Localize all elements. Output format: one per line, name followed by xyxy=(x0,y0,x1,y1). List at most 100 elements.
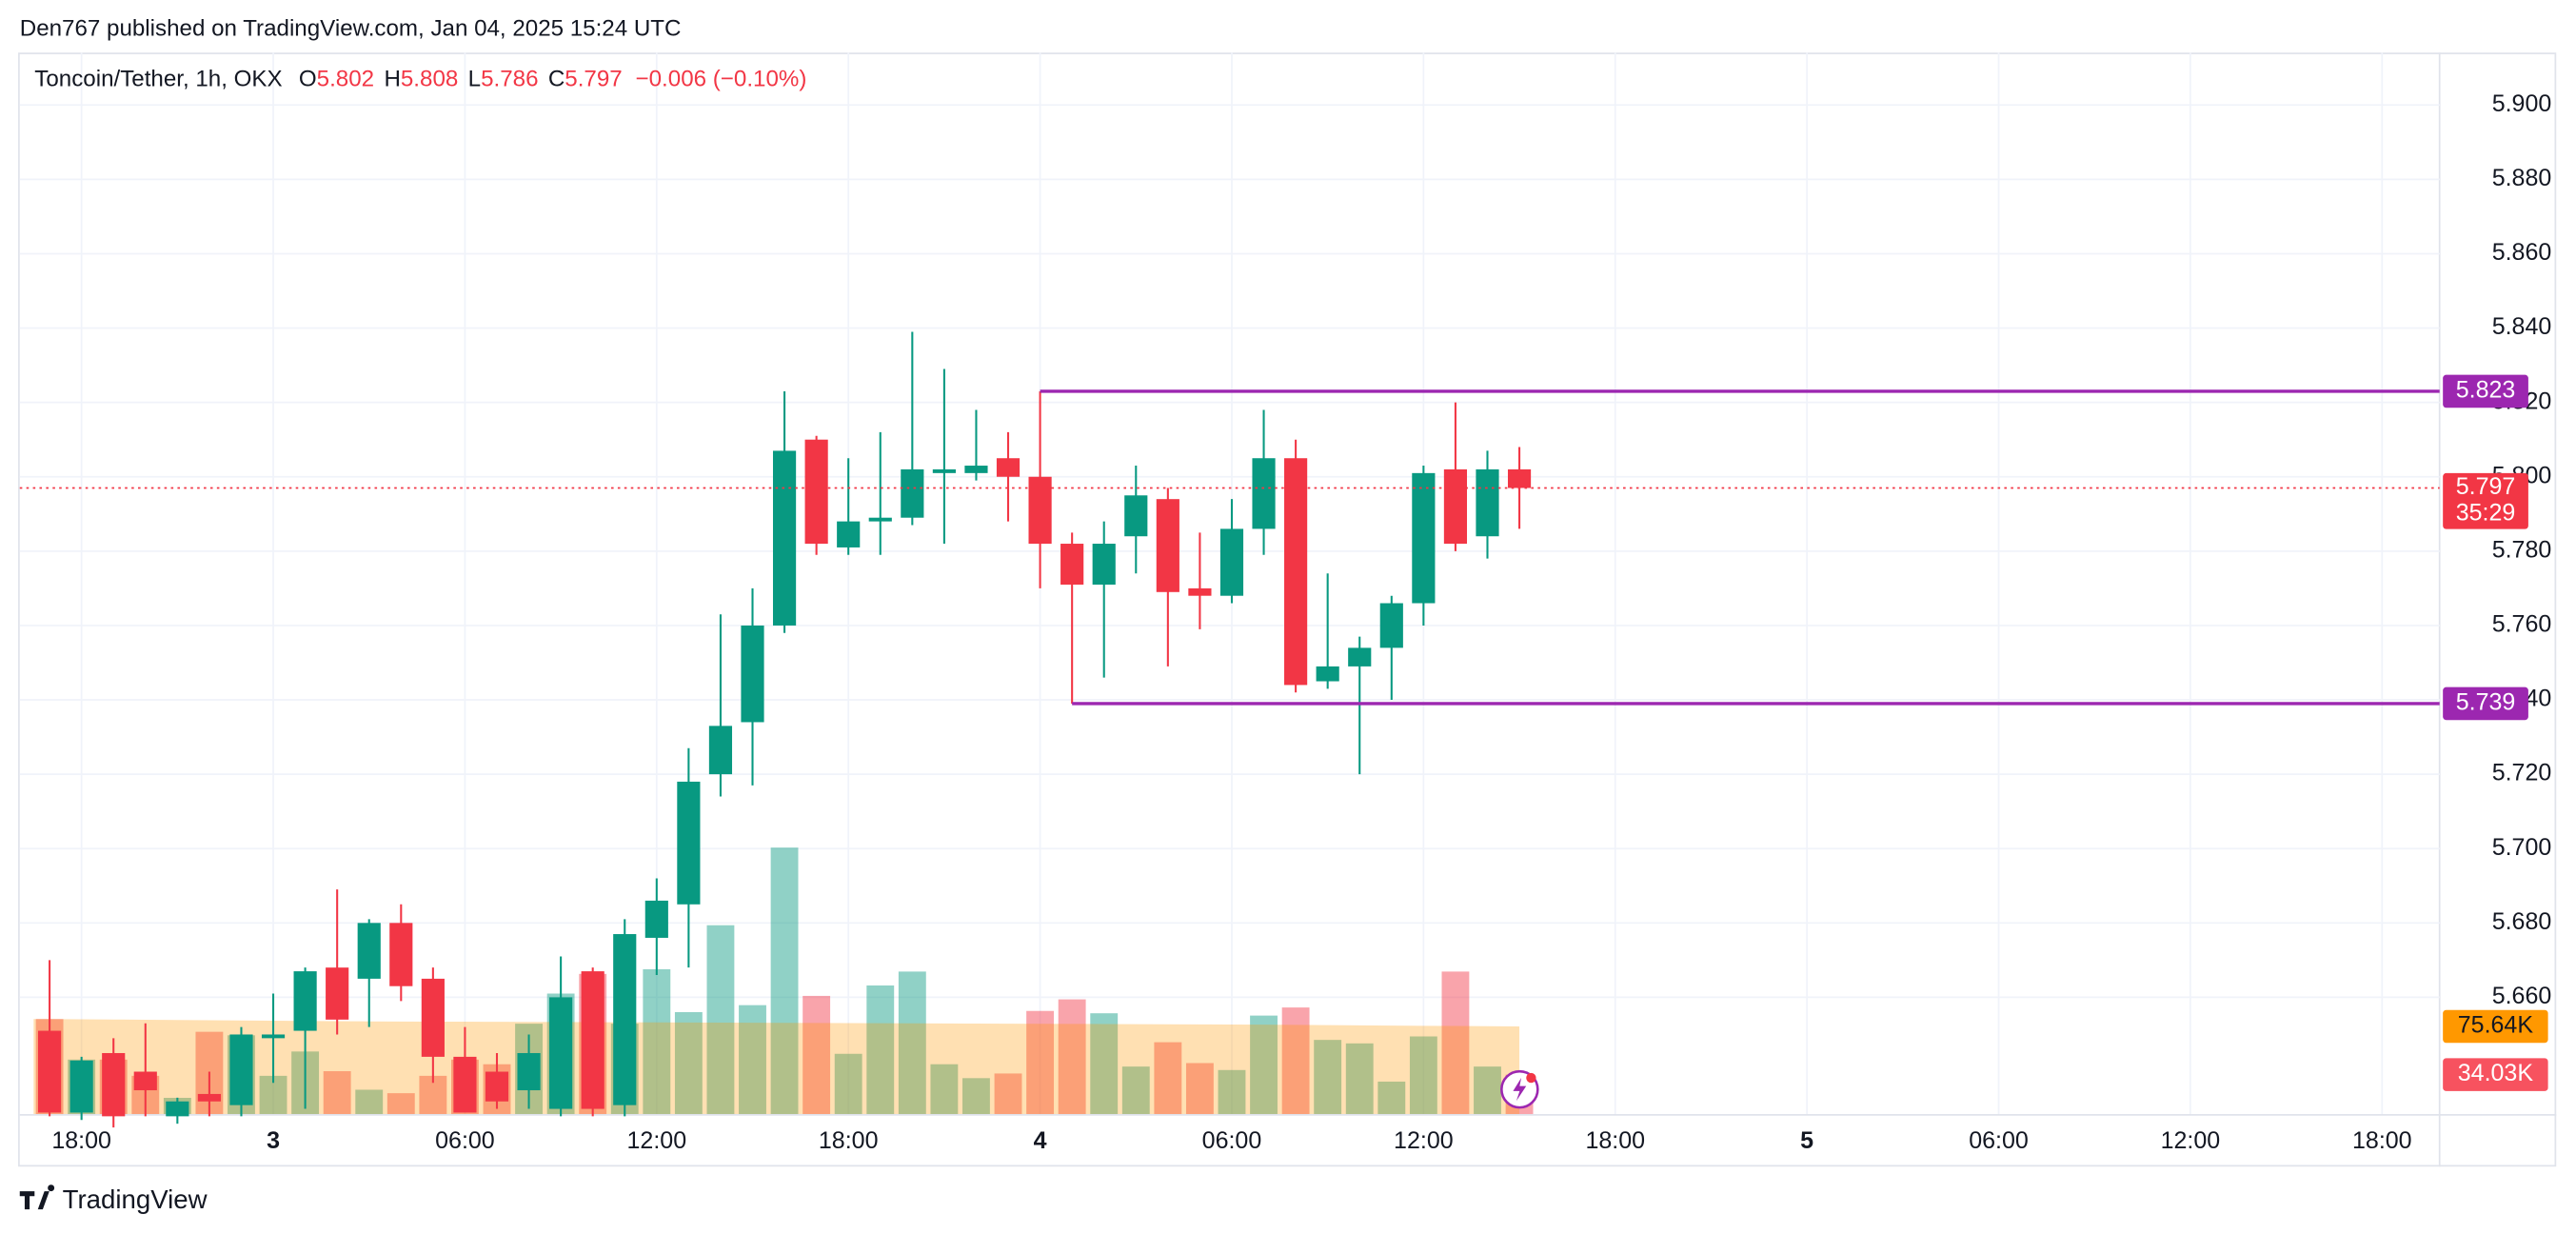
volume-bar xyxy=(323,1071,351,1115)
volume-bar xyxy=(1090,1013,1119,1115)
x-tick-label: 18:00 xyxy=(51,1127,111,1154)
volume-label-box xyxy=(2443,1058,2548,1091)
candle-body xyxy=(326,967,349,1020)
volume-bar xyxy=(1058,999,1086,1115)
volume-bar xyxy=(1314,1040,1342,1115)
volume-bar xyxy=(803,995,831,1115)
labels: 5.6605.6805.7005.7205.7405.7605.7805.800… xyxy=(51,90,2551,1154)
volume-bar xyxy=(1345,1043,1374,1115)
candle-body xyxy=(1188,587,1212,596)
volume-bar xyxy=(1218,1069,1246,1115)
logo-icon xyxy=(19,1184,55,1210)
candle-body xyxy=(613,934,637,1105)
candle-body xyxy=(1060,544,1084,585)
candle-body xyxy=(1219,528,1244,596)
candle-body xyxy=(1092,544,1116,585)
line-price-label: 5.823 xyxy=(2456,377,2516,404)
volume-bar xyxy=(1441,971,1470,1115)
volume-ma-label: 75.64K xyxy=(2458,1012,2534,1039)
x-tick-label: 06:00 xyxy=(435,1127,495,1154)
volume-ma-area xyxy=(33,1019,1520,1115)
candle-body xyxy=(389,923,413,986)
candle-body xyxy=(964,466,988,473)
volume-bar xyxy=(674,1011,703,1115)
y-tick-label: 5.880 xyxy=(2492,165,2552,191)
y-tick-label: 5.680 xyxy=(2492,908,2552,935)
x-tick-label: 12:00 xyxy=(2161,1127,2221,1154)
candle-body xyxy=(261,1034,286,1039)
candle-body xyxy=(166,1101,189,1117)
candle-body xyxy=(868,517,892,522)
plot xyxy=(19,331,2440,1128)
candle-body xyxy=(1476,468,1499,537)
y-tick-label: 5.900 xyxy=(2492,90,2552,117)
candle-body xyxy=(1379,603,1403,648)
x-tick-label: 18:00 xyxy=(819,1127,879,1154)
volume-bar xyxy=(1281,1007,1310,1115)
y-tick-label: 5.780 xyxy=(2492,536,2552,563)
volume-bar xyxy=(1409,1036,1437,1115)
candle-body xyxy=(549,997,573,1109)
candle-body xyxy=(197,1093,221,1102)
candle-body xyxy=(133,1071,157,1091)
legend-item: 5.802 xyxy=(317,67,374,92)
candle-body xyxy=(1252,458,1276,529)
x-tick-label: 5 xyxy=(1800,1127,1813,1154)
candle-body xyxy=(804,439,828,545)
candle-body xyxy=(1316,666,1339,682)
legend-item: 5.797 xyxy=(565,67,622,92)
candle-body xyxy=(581,971,604,1109)
volume-bar xyxy=(1185,1063,1214,1115)
header: Den767 published on TradingView.com, Jan… xyxy=(20,15,682,41)
candle-body xyxy=(772,450,797,626)
volume-bar xyxy=(1250,1015,1278,1115)
legend-item: O xyxy=(299,67,317,92)
y-tick-label: 5.860 xyxy=(2492,239,2552,266)
candle-body xyxy=(102,1052,126,1117)
badge xyxy=(1500,1069,1539,1109)
candle-body xyxy=(421,978,445,1057)
volume-bar xyxy=(1154,1042,1182,1115)
x-tick-label: 4 xyxy=(1034,1127,1047,1154)
last-price-box xyxy=(2443,472,2528,529)
badge-bolt xyxy=(1513,1078,1527,1102)
volume-bar xyxy=(739,1005,766,1115)
y-tick-label: 5.660 xyxy=(2492,983,2552,1009)
x-tick-label: 06:00 xyxy=(1969,1127,2029,1154)
line-price-label-box xyxy=(2443,374,2528,408)
volume-bar xyxy=(643,968,671,1115)
volume-ma-label-box xyxy=(2443,1009,2548,1044)
x-tick-label: 12:00 xyxy=(1394,1127,1454,1154)
legend-item: −0.006 (−0.10%) xyxy=(636,67,807,92)
volume-bar xyxy=(355,1089,384,1115)
volume-bar xyxy=(898,971,926,1115)
legend-item: C xyxy=(548,67,565,92)
line-price-label-box xyxy=(2443,687,2528,721)
candle-body xyxy=(1443,468,1468,545)
candle-body xyxy=(901,468,924,518)
volume-bar xyxy=(706,925,735,1115)
volume-bar xyxy=(930,1064,959,1115)
candle-body xyxy=(1348,647,1372,667)
volume-bar xyxy=(1026,1010,1055,1115)
candle-body xyxy=(38,1030,62,1113)
frame xyxy=(18,52,2557,1167)
last-price-label: 5.797 xyxy=(2456,473,2516,500)
candle-body xyxy=(1412,472,1436,604)
candle-body xyxy=(69,1060,93,1113)
y-tick-label: 5.700 xyxy=(2492,834,2552,861)
candle-body xyxy=(1507,468,1532,488)
x-tick-label: 12:00 xyxy=(627,1127,687,1154)
legend-item: 5.786 xyxy=(481,67,538,92)
legend-item: H xyxy=(384,67,400,92)
candle-body xyxy=(837,521,861,547)
candle-body xyxy=(741,625,764,723)
line-price-label: 5.739 xyxy=(2456,689,2516,716)
logo: TradingView xyxy=(19,1184,208,1214)
volume-bar xyxy=(1474,1066,1501,1115)
x-tick-label: 3 xyxy=(267,1127,280,1154)
x-tick-label: 06:00 xyxy=(1202,1127,1262,1154)
volume-bar xyxy=(770,847,799,1115)
candle-body xyxy=(996,458,1020,477)
countdown: 35:29 xyxy=(2456,500,2516,527)
